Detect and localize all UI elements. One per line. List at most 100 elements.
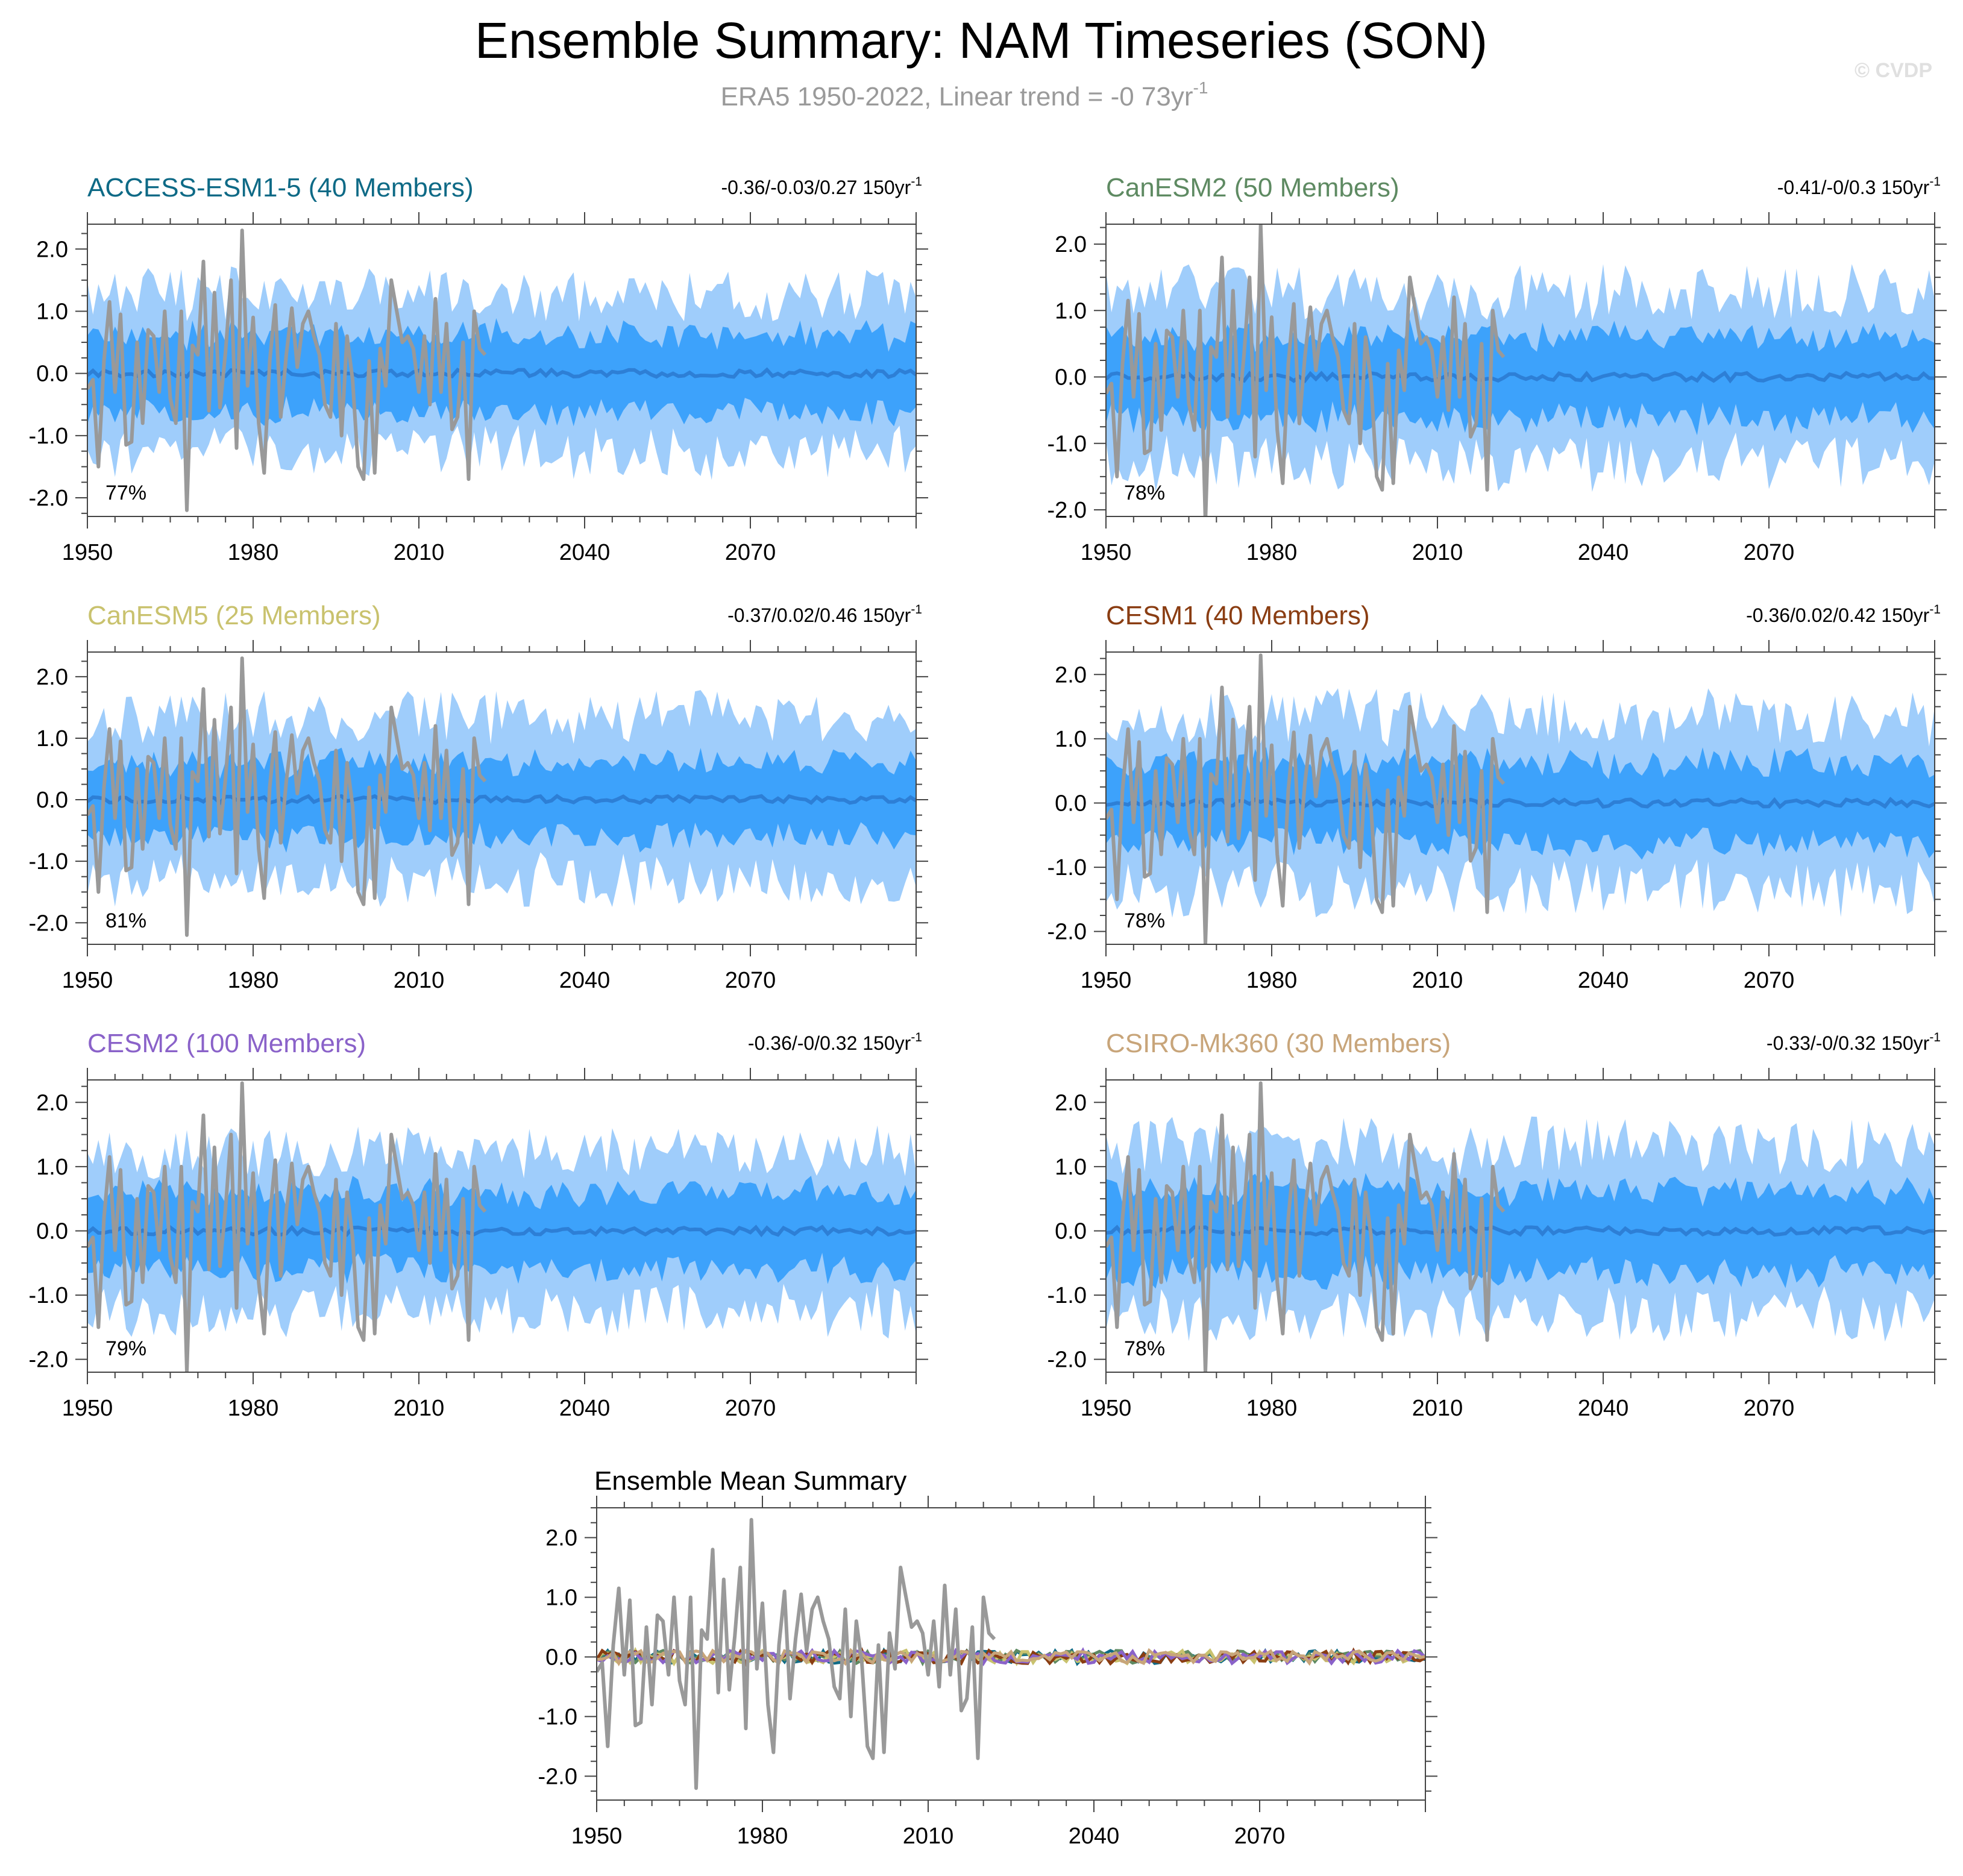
x-tick-label: 2010 [903, 1824, 954, 1849]
percent-label: 77% [105, 482, 146, 504]
y-tick-label: 2.0 [1055, 232, 1087, 257]
x-tick-label: 2070 [725, 540, 776, 565]
y-tick-label: -1.0 [1047, 431, 1087, 457]
y-tick-label: 1.0 [545, 1585, 577, 1610]
x-tick-label: 1980 [1246, 968, 1298, 993]
figure-subtitle-main: ERA5 1950-2022, Linear trend = -0 73yr [721, 82, 1193, 111]
ensemble-mean-line [1106, 1225, 1935, 1237]
y-tick-label: 0.0 [36, 788, 68, 813]
figure-subtitle: ERA5 1950-2022, Linear trend = -0 73yr-1 [721, 78, 1208, 111]
y-tick-label: -2.0 [1047, 1347, 1087, 1373]
ensemble-mean-line [1106, 797, 1935, 809]
y-tick-label: -1.0 [29, 1283, 68, 1308]
y-tick-label: 1.0 [36, 299, 68, 324]
trend-label-sup: -1 [911, 603, 922, 616]
observed-series-line [87, 1081, 487, 1372]
trend-label: -0.37/0.02/0.46 150yr-1 [727, 603, 922, 626]
percent-label: 78% [1124, 909, 1165, 932]
trend-label-main: -0.41/-0/0.3 150yr [1777, 177, 1930, 198]
ensemble-mean-series-6 [597, 1648, 1425, 1667]
x-tick-label: 1950 [1081, 540, 1132, 565]
y-tick-label: 2.0 [1055, 1090, 1087, 1115]
panel-6: CSIRO-Mk360 (30 Members) -0.33/-0/0.32 15… [1047, 1029, 1947, 1421]
x-tick-label: 2010 [1412, 1396, 1463, 1421]
x-tick-label: 2010 [1412, 968, 1463, 993]
x-tick-label: 2040 [1578, 1396, 1629, 1421]
x-tick-label: 1980 [737, 1824, 788, 1849]
ensemble-mean-line [87, 1225, 916, 1238]
y-tick-label: -2.0 [29, 1347, 68, 1373]
panel-title: ACCESS-ESM1-5 (40 Members) [87, 173, 474, 202]
x-tick-label: 2010 [394, 1396, 445, 1421]
x-tick-label: 2010 [394, 968, 445, 993]
percent-label: 78% [1124, 1337, 1165, 1360]
ensemble-mean-line [87, 367, 916, 380]
x-tick-label: 2070 [1744, 540, 1795, 565]
panel-title: CanESM2 (50 Members) [1106, 173, 1399, 202]
y-tick-label: 0.0 [36, 1219, 68, 1244]
panel-title: CSIRO-Mk360 (30 Members) [1106, 1029, 1451, 1058]
trend-label-main: -0.36/0.02/0.42 150yr [1746, 604, 1930, 626]
plot-area [87, 1081, 916, 1372]
y-tick-label: -2.0 [538, 1764, 577, 1789]
x-tick-label: 2040 [559, 1396, 611, 1421]
panel-5: CESM2 (100 Members) -0.36/-0/0.32 150yr-1… [29, 1029, 928, 1421]
y-tick-label: -2.0 [29, 911, 68, 936]
x-tick-label: 2040 [1578, 540, 1629, 565]
y-tick-label: -2.0 [29, 486, 68, 511]
panel-title: CanESM5 (25 Members) [87, 601, 381, 630]
trend-label: -0.36/-0/0.32 150yr-1 [748, 1031, 922, 1054]
observed-series-line [1106, 1081, 1506, 1372]
ensemble-mean-line [87, 794, 916, 806]
panel-1: ACCESS-ESM1-5 (40 Members) -0.36/-0.03/0.… [29, 173, 928, 565]
y-tick-label: 2.0 [545, 1525, 577, 1551]
observed-series-line [87, 656, 487, 937]
plot-area [1106, 653, 1935, 944]
ensemble-mean-line [1106, 371, 1935, 384]
watermark: © CVDP [1855, 59, 1932, 82]
trend-label: -0.36/-0.03/0.27 150yr-1 [721, 175, 922, 198]
x-tick-label: 1950 [1081, 1396, 1132, 1421]
trend-label-main: -0.33/-0/0.32 150yr [1767, 1032, 1930, 1054]
x-tick-label: 2010 [394, 540, 445, 565]
x-tick-label: 2040 [559, 540, 611, 565]
x-tick-label: 2070 [1744, 968, 1795, 993]
plot-area [87, 228, 916, 512]
plot-area [597, 1517, 1425, 1790]
y-tick-label: 1.0 [1055, 298, 1087, 324]
trend-label: -0.41/-0/0.3 150yr-1 [1777, 175, 1941, 198]
x-tick-label: 2070 [725, 968, 776, 993]
panel-4: CESM1 (40 Members) -0.36/0.02/0.42 150yr-… [1047, 601, 1947, 993]
y-tick-label: 0.0 [1055, 1219, 1087, 1244]
y-tick-label: -2.0 [1047, 498, 1087, 523]
x-tick-label: 1980 [1246, 540, 1298, 565]
y-tick-label: 1.0 [36, 726, 68, 751]
panels-group: ACCESS-ESM1-5 (40 Members) -0.36/-0.03/0.… [29, 173, 1947, 1849]
plot-area [1106, 1081, 1935, 1372]
x-tick-label: 2040 [1578, 968, 1629, 993]
y-tick-label: 0.0 [545, 1645, 577, 1670]
plot-area [87, 656, 916, 937]
x-tick-label: 2040 [559, 968, 611, 993]
observed-series-line [1106, 224, 1506, 516]
panel-3: CanESM5 (25 Members) -0.37/0.02/0.46 150y… [29, 601, 928, 993]
panel-2: CanESM2 (50 Members) -0.41/-0/0.3 150yr-1… [1047, 173, 1947, 565]
trend-label: -0.33/-0/0.32 150yr-1 [1767, 1031, 1941, 1054]
x-tick-label: 1980 [228, 1396, 279, 1421]
figure-subtitle-sup: -1 [1193, 78, 1208, 97]
x-tick-label: 2070 [1234, 1824, 1286, 1849]
y-tick-label: 0.0 [1055, 791, 1087, 816]
x-tick-label: 1950 [62, 1396, 113, 1421]
y-tick-label: -1.0 [29, 424, 68, 449]
y-tick-label: 2.0 [36, 665, 68, 690]
panel-title: Ensemble Mean Summary [594, 1466, 906, 1496]
trend-label-sup: -1 [911, 175, 922, 189]
x-tick-label: 1950 [571, 1824, 623, 1849]
y-tick-label: -1.0 [29, 849, 68, 874]
trend-label-sup: -1 [1929, 175, 1941, 189]
trend-label: -0.36/0.02/0.42 150yr-1 [1746, 603, 1941, 626]
y-tick-label: 1.0 [1055, 1155, 1087, 1180]
observed-series-line [87, 228, 487, 512]
trend-label-main: -0.37/0.02/0.46 150yr [727, 604, 911, 626]
